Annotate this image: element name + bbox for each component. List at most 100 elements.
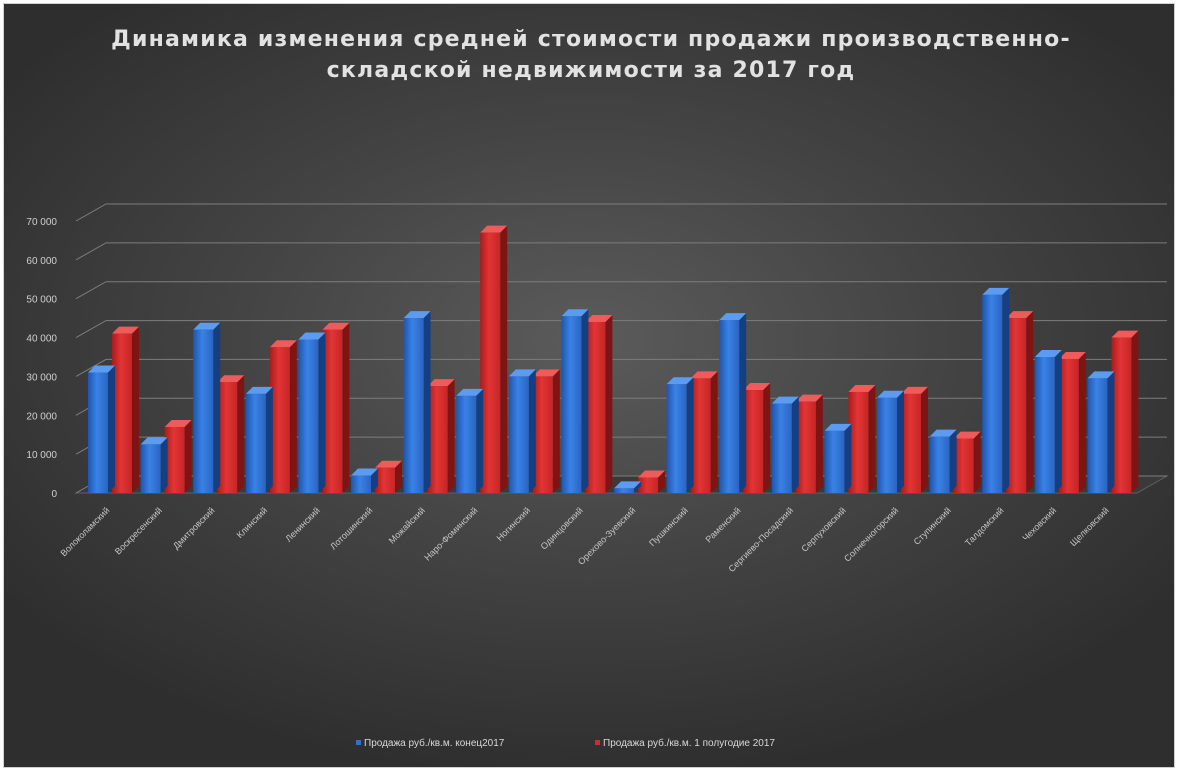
bar-series1-top <box>1087 371 1115 379</box>
bar-series1-front <box>1034 357 1055 493</box>
bar-series1-side <box>897 390 904 493</box>
gridline <box>75 242 1167 261</box>
bar-series1-top <box>140 437 168 445</box>
bar-series1-top <box>824 423 852 431</box>
bar-series2-front <box>1058 358 1079 493</box>
x-tick-label: Ступинский <box>912 505 953 546</box>
bar-series2-top <box>638 470 665 478</box>
x-tick-label: Одинцовский <box>539 505 585 551</box>
bar-series1-side <box>949 429 957 493</box>
bar-series1-front <box>561 316 582 493</box>
bar-series1 <box>403 311 431 493</box>
bar-series2 <box>901 386 928 493</box>
bar-series2 <box>743 383 771 493</box>
bar-series2-side <box>184 419 192 493</box>
bar-series1-top <box>88 365 115 373</box>
bar-series2-top <box>217 375 245 383</box>
bar-series1 <box>456 388 484 493</box>
bar-series2-side <box>395 460 402 493</box>
bar-series1-top <box>351 468 378 476</box>
bar-series1 <box>140 437 168 493</box>
bar-series2-side <box>289 340 297 493</box>
bar-series2-top <box>375 460 402 468</box>
bar-series2 <box>848 384 876 493</box>
bar-series1 <box>245 386 273 493</box>
bar-series1-front <box>614 488 634 493</box>
bar-series1-top <box>298 332 326 340</box>
bar-series2-side <box>763 383 771 493</box>
bar-series1 <box>771 396 799 493</box>
bar-series2-front <box>164 426 185 493</box>
bar-series2-front <box>217 382 238 493</box>
gridline <box>75 320 1167 339</box>
x-tick-label: Серпуховский <box>799 505 847 553</box>
bar-series2 <box>532 369 560 493</box>
bar-series1 <box>719 313 747 493</box>
bar-series2-top <box>690 371 718 379</box>
bar-series2-side <box>868 384 876 493</box>
bar-series2 <box>690 371 718 493</box>
bar-series2-front <box>427 386 448 493</box>
bar-series1-front <box>193 329 214 493</box>
bar-series1-side <box>1054 350 1062 493</box>
bar-series1 <box>824 423 852 493</box>
bar-series1-side <box>108 365 115 493</box>
bar-series1-top <box>1034 350 1062 357</box>
bar-series1 <box>1087 371 1115 493</box>
bar-series2-side <box>658 470 665 493</box>
bar-series2-side <box>132 326 139 493</box>
bar-series2 <box>480 225 508 493</box>
bar-series1-front <box>929 436 950 493</box>
bar-series2 <box>795 394 823 493</box>
bar-series1-front <box>456 395 477 493</box>
bar-series1-side <box>528 369 536 493</box>
bar-series2 <box>322 322 350 493</box>
bar-series1 <box>193 322 221 493</box>
x-tick-label: Пушкинский <box>647 505 690 548</box>
chart-title-line-1: Динамика изменения средней стоимости про… <box>111 27 1071 52</box>
bar-series2-side <box>973 431 981 493</box>
bar-series1-front <box>351 475 371 493</box>
bars <box>88 225 1139 493</box>
bar-series1-side <box>423 311 431 493</box>
y-tick-label: 20 000 <box>26 411 57 422</box>
bar-series1 <box>298 332 326 493</box>
x-tick-label: Орехово-Зуевский <box>576 505 637 566</box>
bar-series2 <box>375 460 402 493</box>
bar-series1-front <box>140 444 161 493</box>
bar-series2-top <box>532 369 560 377</box>
bar-series1-top <box>982 287 1010 295</box>
bar-series2-front <box>532 376 553 493</box>
bar-series1-top <box>456 388 484 396</box>
bar-series1-front <box>508 376 529 493</box>
x-tick-label: Ленинский <box>283 505 321 543</box>
gridline <box>75 203 1167 222</box>
bar-series2-front <box>585 322 606 493</box>
bar-series2-side <box>921 386 928 493</box>
chart-frame: Динамика изменения средней стоимости про… <box>3 3 1175 768</box>
bar-series1 <box>88 365 115 493</box>
bar-series2 <box>1006 311 1034 493</box>
bar-series1-top <box>193 322 221 330</box>
x-tick-label: Раменский <box>703 505 742 544</box>
bar-series2-side <box>342 322 350 493</box>
bar-series1-front <box>298 339 319 493</box>
bar-series1-side <box>1002 287 1010 493</box>
bar-series2-front <box>112 333 132 493</box>
bar-series2-side <box>1026 311 1034 493</box>
bar-series1-top <box>929 429 957 437</box>
bar-series1-side <box>791 396 799 493</box>
bar-series2-top <box>112 326 139 334</box>
bar-series1 <box>877 390 904 493</box>
bar-series1-front <box>403 318 424 493</box>
bar-series1 <box>508 369 536 493</box>
bar-series1 <box>1034 350 1062 493</box>
x-axis-ticks: Волоколамский Воскресенский Дмитровский Кли… <box>58 505 1110 574</box>
y-tick-label: 50 000 <box>26 295 57 306</box>
x-tick-label: Солнечногорский <box>842 505 900 563</box>
bar-series1 <box>351 468 378 493</box>
x-tick-label: Клинский <box>235 505 270 540</box>
bar-series1-side <box>318 332 326 493</box>
x-tick-label: Дмитровский <box>171 505 217 551</box>
bar-series1 <box>982 287 1010 493</box>
